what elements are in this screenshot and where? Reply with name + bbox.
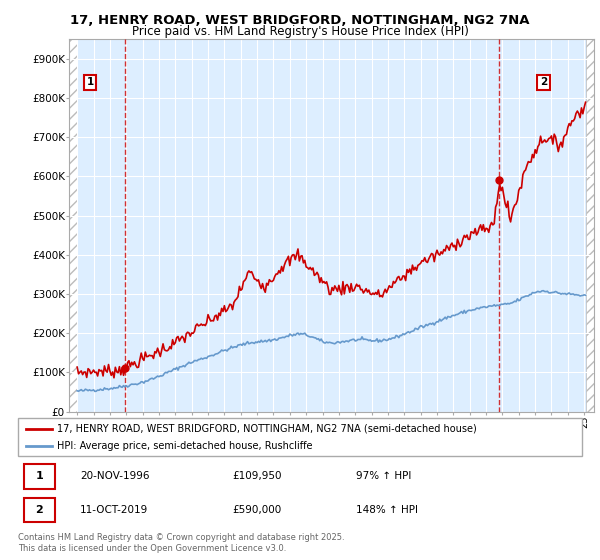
FancyBboxPatch shape: [23, 464, 55, 488]
Text: 20-NOV-1996: 20-NOV-1996: [80, 472, 149, 482]
FancyBboxPatch shape: [18, 418, 582, 456]
Text: 1: 1: [35, 472, 43, 482]
Text: 97% ↑ HPI: 97% ↑ HPI: [356, 472, 412, 482]
Text: 17, HENRY ROAD, WEST BRIDGFORD, NOTTINGHAM, NG2 7NA (semi-detached house): 17, HENRY ROAD, WEST BRIDGFORD, NOTTINGH…: [58, 423, 477, 433]
FancyBboxPatch shape: [23, 498, 55, 522]
Text: Contains HM Land Registry data © Crown copyright and database right 2025.
This d: Contains HM Land Registry data © Crown c…: [18, 533, 344, 553]
Text: 11-OCT-2019: 11-OCT-2019: [80, 505, 148, 515]
Text: 2: 2: [539, 77, 547, 87]
Text: 1: 1: [86, 77, 94, 87]
Text: 2: 2: [35, 505, 43, 515]
Bar: [69, 39, 77, 412]
Text: £590,000: £590,000: [232, 505, 281, 515]
Text: 148% ↑ HPI: 148% ↑ HPI: [356, 505, 418, 515]
Text: 17, HENRY ROAD, WEST BRIDGFORD, NOTTINGHAM, NG2 7NA: 17, HENRY ROAD, WEST BRIDGFORD, NOTTINGH…: [70, 14, 530, 27]
Text: Price paid vs. HM Land Registry's House Price Index (HPI): Price paid vs. HM Land Registry's House …: [131, 25, 469, 38]
Text: HPI: Average price, semi-detached house, Rushcliffe: HPI: Average price, semi-detached house,…: [58, 441, 313, 451]
Text: £109,950: £109,950: [232, 472, 282, 482]
Bar: [586, 39, 594, 412]
